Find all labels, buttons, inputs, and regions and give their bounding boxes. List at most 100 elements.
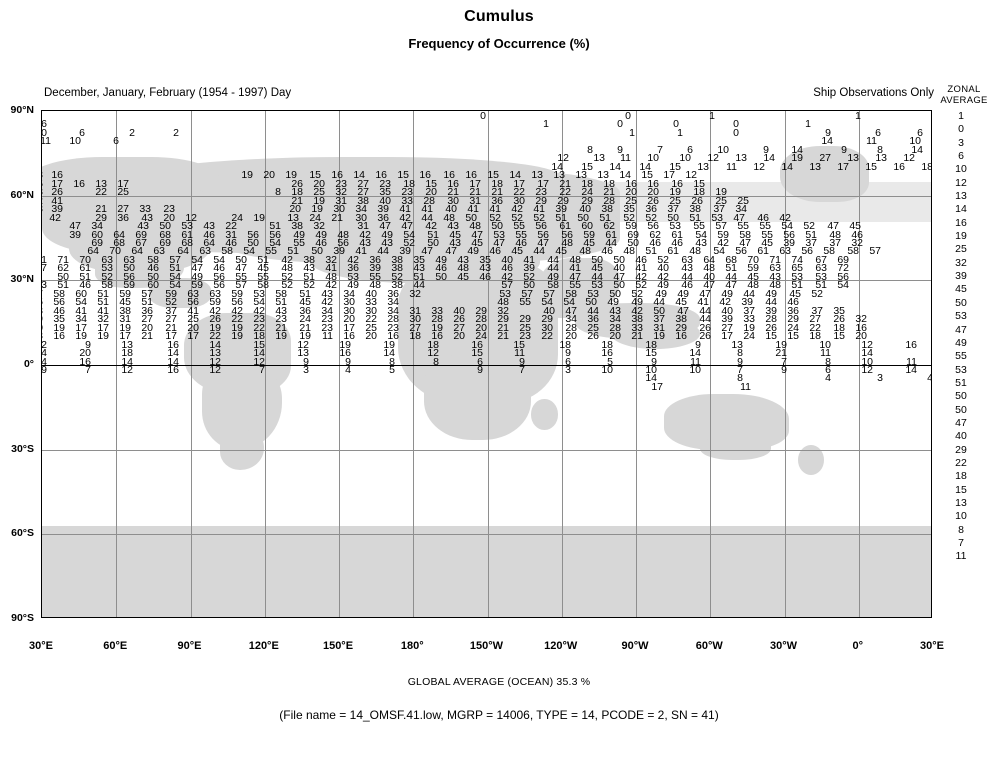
data-cell: 43 xyxy=(695,236,707,249)
data-cell: 56 xyxy=(735,245,747,258)
data-cell: 50 xyxy=(247,236,259,249)
data-cell: 42 xyxy=(325,279,337,292)
data-cell: 43 xyxy=(275,304,287,317)
data-row: 45 56 54 51 45 51 52 56 59 56 54 51 45 42 30 33 34 48 55 54… xyxy=(42,296,931,309)
data-cell: 46 xyxy=(53,304,65,317)
data-cell: 52 xyxy=(623,211,635,224)
data-cell: 38 xyxy=(631,313,643,326)
data-cell: 44 xyxy=(547,262,559,275)
data-row: 61 71 70 63 63 58 57 54 54 50 51 42 38 32 42 36 38 35 49 43… xyxy=(42,254,931,267)
data-cell: 19 xyxy=(311,203,323,216)
data-cell: 64 xyxy=(703,253,715,266)
data-cell: 57 xyxy=(235,279,247,292)
data-cell: 30 xyxy=(343,296,355,309)
data-cell: 55 xyxy=(235,270,247,283)
data-cell: 68 xyxy=(159,228,171,241)
data-cell: 42 xyxy=(281,253,293,266)
data-cell: 47 xyxy=(677,304,689,317)
data-cell: 53 xyxy=(347,270,359,283)
data-cell: 20 xyxy=(163,211,175,224)
zonal-average-value: 0 xyxy=(958,123,964,136)
data-cell: 11 xyxy=(620,152,631,165)
gridline-vertical xyxy=(784,111,786,617)
data-cell: 10 xyxy=(601,363,613,376)
data-cell: 21 xyxy=(331,211,343,224)
data-cell: 48 xyxy=(337,228,349,241)
data-cell: 13 xyxy=(593,152,605,165)
data-cell: 51 xyxy=(689,211,701,224)
data-cell: 15 xyxy=(471,347,483,360)
data-cell: 51 xyxy=(141,296,153,309)
data-cell: 45 xyxy=(471,236,483,249)
data-cell: 39 xyxy=(42,313,43,326)
data-cell: 15 xyxy=(397,169,409,182)
data-cell: 49 xyxy=(467,245,479,258)
data-cell: 39 xyxy=(741,296,753,309)
data-cell: 50 xyxy=(523,279,535,292)
data-cell: 15 xyxy=(42,178,43,191)
data-cell: 35 xyxy=(413,253,425,266)
data-cell: 30 xyxy=(409,313,421,326)
data-cell: 10 xyxy=(909,135,921,148)
data-cell: 8 xyxy=(877,143,883,156)
data-cell: 43 xyxy=(769,270,781,283)
data-cell: 34 xyxy=(565,313,577,326)
data-cell: 43 xyxy=(137,220,149,233)
data-cell: 43 xyxy=(413,262,425,275)
data-cell: 48 xyxy=(623,245,635,258)
data-cell: 51 xyxy=(299,287,311,300)
data-cell: 46 xyxy=(225,236,237,249)
data-cell: 9 xyxy=(617,143,623,156)
data-cell: 37 xyxy=(805,236,817,249)
data-cell: 60 xyxy=(91,228,103,241)
data-cell: 43 xyxy=(479,262,491,275)
longitude-tick-label: 60°W xyxy=(695,640,723,652)
data-cell: 18 xyxy=(809,330,821,343)
data-cell: 16 xyxy=(419,169,431,182)
data-cell: 9 xyxy=(345,355,351,368)
data-cell: 56 xyxy=(337,236,349,249)
data-cell: 2 xyxy=(173,126,179,139)
data-cell: 43 xyxy=(447,220,459,233)
data-cell: 57 xyxy=(543,287,555,300)
file-info-label: (File name = 14_OMSF.41.low, MGRP = 1400… xyxy=(279,708,719,722)
data-cell: 46 xyxy=(501,262,513,275)
data-cell: 56 xyxy=(783,228,795,241)
data-cell: 20 xyxy=(313,177,325,190)
data-cell: 29 xyxy=(581,194,593,207)
data-cell: 52 xyxy=(165,296,177,309)
data-cell: 55 xyxy=(759,220,771,233)
gridline-horizontal xyxy=(42,195,931,197)
data-cell: 17 xyxy=(537,177,549,190)
data-cell: 14 xyxy=(911,143,923,156)
data-cell: 22 xyxy=(513,186,525,199)
data-cell: 40 xyxy=(579,203,591,216)
data-cell: 27 xyxy=(357,186,369,199)
world-map-plot: 0011610001106221109661110614111089761091… xyxy=(41,110,932,618)
data-cell: 53 xyxy=(41,279,47,292)
data-cell: 62 xyxy=(649,228,661,241)
data-cell: 33 xyxy=(631,321,643,334)
data-cell: 64 xyxy=(203,236,215,249)
data-cell: 63 xyxy=(187,287,199,300)
data-cell: 32 xyxy=(855,313,867,326)
data-cell: 47 xyxy=(379,220,391,233)
data-cell: 61 xyxy=(667,245,679,258)
data-row: 47 34 43 50 53 43 22 51 38 32 31 47 47 42 43 48 50 55 56 61… xyxy=(42,220,931,233)
data-cell: 12 xyxy=(685,169,697,182)
data-cell: 24 xyxy=(743,330,755,343)
data-cell: 55 xyxy=(369,270,381,283)
longitude-tick-label: 120°W xyxy=(544,640,578,652)
data-cell: 8 xyxy=(737,372,743,385)
data-cell: 23 xyxy=(379,177,391,190)
data-cell: 35 xyxy=(623,203,635,216)
data-cell: 9 xyxy=(477,363,483,376)
data-cell: 63 xyxy=(209,287,221,300)
data-row: 13 16 19 19 17 21 17 17 22 19 18 19 19 11 16 20 16 18 16 20… xyxy=(42,330,931,343)
data-cell: 49 xyxy=(655,287,667,300)
data-cell: 7 xyxy=(519,363,525,376)
data-cell: 15 xyxy=(487,169,499,182)
data-cell: 61 xyxy=(559,220,571,233)
data-cell: 23 xyxy=(519,330,531,343)
data-cell: 44 xyxy=(699,313,711,326)
